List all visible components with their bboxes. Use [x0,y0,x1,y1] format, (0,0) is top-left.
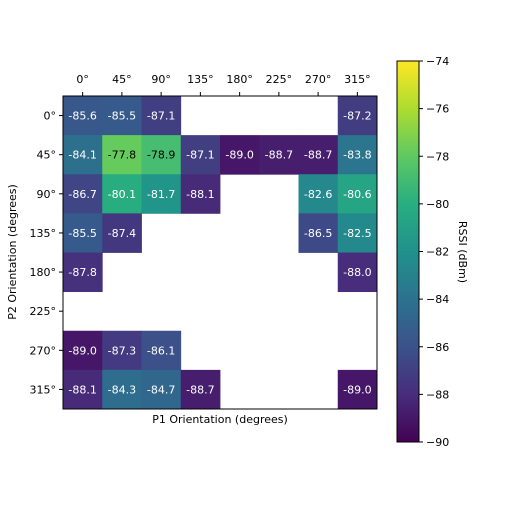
x-tick-label: 315° [344,73,371,86]
heatmap-cell [337,96,378,136]
colorbar-tick-label: −82 [426,246,449,259]
cell-value-label: -88.0 [343,266,371,279]
heatmap-cell [102,96,142,136]
y-tick-label: 180° [30,266,57,279]
heatmap-cell [141,369,182,410]
heatmap-cell [141,135,182,175]
cell-value-label: -87.3 [108,344,136,357]
heatmap-cell [102,174,142,214]
heatmap-cell [63,369,103,410]
heatmap-cell [180,174,221,214]
colorbar-tick-label: −90 [426,436,449,449]
x-tick-label: 135° [187,73,214,86]
cell-value-label: -83.8 [343,149,371,162]
cell-value-label: -87.4 [108,227,136,240]
heatmap-cell [259,135,299,175]
cell-value-label: -84.1 [68,149,96,162]
cell-value-label: -80.6 [343,188,371,201]
y-axis-ticks: 0° 45° 90° 135° 180° 225° 270° 315° [30,110,63,396]
heatmap-cell [102,135,142,175]
colorbar-tick-label: −78 [426,150,449,163]
cell-value-label: -84.3 [108,383,136,396]
heatmap-cell [180,369,221,410]
heatmap-cell [180,135,221,175]
heatmap-cell [141,174,182,214]
x-tick-label: 0° [76,73,89,86]
cell-value-label: -89.0 [343,383,371,396]
colorbar-label: RSSI (dBm) [456,221,469,283]
heatmap-cell [102,330,142,371]
cell-value-label: -86.7 [68,188,96,201]
cell-value-label: -82.5 [343,227,371,240]
cell-value-label: -88.7 [186,383,214,396]
cell-value-label: -87.8 [68,266,96,279]
heatmap-cell [63,96,103,136]
cell-value-label: -85.5 [108,110,136,123]
cell-value-label: -89.0 [68,344,96,357]
cell-value-label: -81.7 [147,188,175,201]
cell-value-label: -86.1 [147,344,175,357]
cell-value-label: -85.6 [68,110,96,123]
heatmap-cell [102,369,142,410]
cell-value-label: -87.1 [186,149,214,162]
heatmap-cell [63,252,103,293]
y-tick-label: 135° [30,227,57,240]
heatmap-cell [337,252,378,293]
x-tick-label: 45° [112,73,132,86]
cell-value-label: -84.7 [147,383,175,396]
heatmap-cell [298,135,339,175]
colorbar [396,60,420,443]
cell-value-label: -88.1 [186,188,214,201]
cell-value-label: -77.8 [108,149,136,162]
y-tick-label: 45° [37,149,57,162]
x-axis-ticks: 0° 45° 90° 135° 180° 225° 270° 315° [76,73,371,96]
cell-value-label: -88.7 [265,149,293,162]
cell-value-label: -85.5 [68,227,96,240]
heatmap-cell [63,135,103,175]
heatmap-cell [337,213,378,253]
heatmap-cell [337,174,378,214]
heatmap-cell [102,213,142,253]
y-tick-label: 90° [37,188,57,201]
colorbar-ticks: −74 −76 −78 −80 −82 −84 −86 −88 −90 [419,55,449,449]
heatmap-cell [63,330,103,371]
plot-frame [62,95,378,410]
y-tick-label: 225° [30,305,57,318]
heatmap-cell [220,135,260,175]
cell-value-label: -87.1 [147,110,175,123]
colorbar-tick-label: −76 [426,103,449,116]
x-tick-label: 180° [226,73,253,86]
cell-value-label: -88.7 [304,149,332,162]
cell-value-label: -82.6 [304,188,332,201]
heatmap-cells: -85.6 -85.5 -87.1 -87.2 -84.1 -77.8 -78.9 -87.1… [63,96,378,410]
cell-value-label: -87.2 [343,110,371,123]
x-axis-label: P1 Orientation (degrees) [152,413,288,426]
colorbar-tick-label: −74 [426,55,449,68]
heatmap-cell [63,174,103,214]
heatmap-cell [298,213,339,253]
y-tick-label: 270° [30,344,57,357]
x-tick-label: 270° [305,73,332,86]
heatmap-cell [298,174,339,214]
y-tick-label: 315° [30,383,57,396]
cell-value-label: -86.5 [304,227,332,240]
y-tick-label: 0° [44,110,57,123]
x-tick-label: 90° [151,73,171,86]
heatmap-cell [337,135,378,175]
x-tick-label: 225° [266,73,293,86]
colorbar-tick-label: −88 [426,388,449,401]
heatmap-cell [63,213,103,253]
cell-value-label: -78.9 [147,149,175,162]
cell-value-label: -89.0 [225,149,253,162]
heatmap-cell [337,369,378,410]
colorbar-tick-label: −84 [426,293,449,306]
cell-value-label: -88.1 [68,383,96,396]
y-axis-label: P2 Orientation (degrees) [6,184,19,320]
heatmap-cell [141,96,182,136]
cell-value-label: -80.1 [108,188,136,201]
colorbar-tick-label: −86 [426,341,449,354]
colorbar-tick-label: −80 [426,198,449,211]
heatmap-cell [141,330,182,371]
